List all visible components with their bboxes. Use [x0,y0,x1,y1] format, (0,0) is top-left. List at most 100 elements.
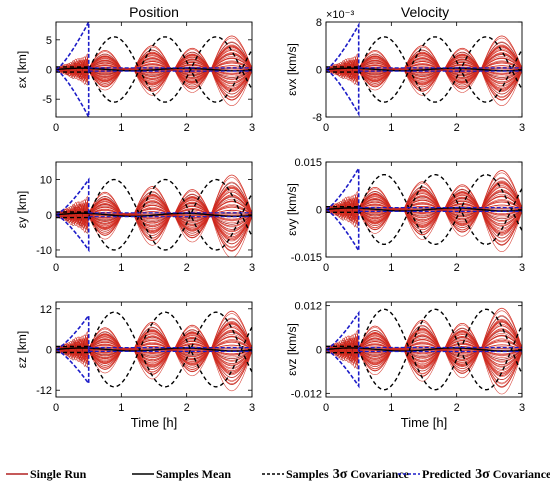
y-tick-label: 0 [46,345,52,357]
y-tick-label: -0.015 [291,252,322,264]
x-tick-label: 3 [519,262,525,274]
legend-item: Single Run [6,467,87,481]
y-axis-label: εvz [km/s] [285,323,299,376]
y-axis-label: εz [km] [15,331,29,368]
x-tick-label: 3 [249,402,255,414]
plot-area [326,22,522,117]
x-tick-label: 2 [454,262,460,274]
predicted-3sigma-line [326,208,360,254]
legend-symbol: 3σ [333,467,348,482]
x-tick-label: 2 [454,402,460,414]
legend-item: Samples Mean [132,467,231,481]
samples-3sigma-line [56,67,252,103]
plot-area [56,22,252,117]
x-tick-label: 0 [53,262,59,274]
predicted-3sigma-line [326,22,360,71]
x-tick-label: 3 [519,402,525,414]
legend-suffix: Covariance [350,467,409,481]
predicted-3sigma-line [326,310,360,351]
x-tick-label: 1 [388,262,394,274]
samples-3sigma-line [56,213,252,251]
col-title-position: Position [129,4,179,20]
x-tick-label: 1 [388,122,394,134]
y-tick-label: -8 [312,112,322,124]
legend-item: Samples 3σ Covariance [262,467,410,482]
x-tick-label: 2 [184,122,190,134]
x-tick-label: 1 [118,262,124,274]
axes-box [55,161,253,258]
predicted-3sigma-line [56,22,90,71]
x-tick-label: 0 [53,122,59,134]
y-tick-label: 8 [316,17,322,29]
legend-label: Samples 3σ Covariance [286,467,410,482]
x-tick-label: 1 [118,122,124,134]
y-axis-label: εvx [km/s] [285,43,299,96]
plot-area [326,307,522,395]
legend-suffix: Covariance [493,467,550,481]
y-axis-label: εvy [km/s] [285,183,299,236]
y-tick-label: -10 [36,245,52,257]
legend: Single Run Samples Mean Samples 3σ Covarianc… [6,467,550,482]
samples-3sigma-line [326,67,522,103]
predicted-3sigma-line [326,165,360,211]
x-tick-label: 1 [118,402,124,414]
x-tick-label: 2 [454,122,460,134]
predicted-3sigma-line [56,177,90,216]
y-tick-label: 12 [40,304,52,316]
samples-3sigma-line [326,174,522,212]
predicted-3sigma-line [326,68,360,117]
predicted-3sigma-line [326,348,360,389]
y-tick-label: -0.012 [291,388,322,400]
predicted-3sigma-line [56,214,90,253]
predicted-3sigma-line [56,313,90,351]
plot-area [326,165,522,254]
x-tick-label: 0 [53,402,59,414]
legend-label: Predicted 3σ Covariance [422,467,550,482]
plot-area [56,310,252,392]
legend-symbol: 3σ [475,467,490,482]
y-tick-label: 0 [316,65,322,77]
y-tick-label: -12 [36,385,52,397]
samples-3sigma-line [326,36,522,72]
legend-label: Samples Mean [156,467,231,481]
y-tick-label: 0 [316,345,322,357]
y-axis-label: εx [km] [15,51,29,88]
x-axis-label: Time [h] [131,415,177,430]
y-axis-label: εy [km] [15,191,29,228]
samples-3sigma-line [56,36,252,72]
samples-3sigma-line [326,207,522,245]
x-tick-label: 1 [388,402,394,414]
predicted-3sigma-line [56,68,90,117]
x-tick-label: 3 [519,122,525,134]
x-axis-label: Time [h] [401,415,447,430]
y-tick-label: 5 [46,35,52,47]
y-tick-label: 0 [46,65,52,77]
legend-item: Predicted 3σ Covariance [398,467,550,482]
col-title-velocity: Velocity [401,4,449,20]
x-tick-label: 3 [249,262,255,274]
x-tick-label: 0 [323,402,329,414]
y-tick-label: 10 [40,175,52,187]
x-tick-label: 3 [249,122,255,134]
y-exponent-label: ×10⁻³ [326,9,354,21]
x-tick-label: 2 [184,262,190,274]
plot-area [56,174,252,257]
y-tick-label: 0 [316,205,322,217]
y-tick-label: 0.012 [294,301,322,313]
predicted-3sigma-line [56,348,90,386]
samples-3sigma-line [56,178,252,217]
y-tick-label: -5 [42,94,52,106]
panel-position-x: 0 1 2 3 -5 0 5 εx [km] [15,21,255,134]
y-tick-label: 0 [46,210,52,222]
y-tick-label: 0.015 [294,157,322,169]
x-tick-label: 0 [323,122,329,134]
x-tick-label: 0 [323,262,329,274]
legend-label: Single Run [30,467,87,481]
